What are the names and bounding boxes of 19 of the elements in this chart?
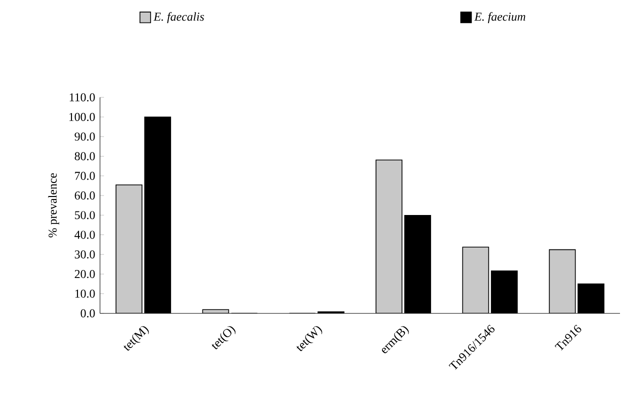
y-tick-label: 80.0 — [74, 152, 95, 160]
legend-label: E. faecium — [474, 12, 526, 24]
y-tick-label: 50.0 — [74, 210, 95, 220]
y-tick-label: 30.0 — [74, 250, 95, 258]
bar — [376, 159, 402, 314]
y-tick-label: 100.0 — [69, 112, 95, 121]
bar — [116, 184, 142, 314]
y-tick-label: 40.0 — [74, 230, 95, 239]
y-tick-label: 20.0 — [74, 270, 95, 278]
bar — [548, 249, 576, 314]
y-tick-label: 10.0 — [75, 289, 95, 298]
legend-label: E. faecalis — [154, 12, 204, 24]
y-tick-label: 0.0 — [80, 309, 95, 318]
y-axis-title: % prevalence — [48, 173, 60, 238]
y-tick-label: 110.0 — [70, 93, 95, 102]
y-tick-label: 70.0 — [75, 172, 95, 180]
y-tick-label: 60.0 — [74, 191, 95, 200]
bar — [462, 246, 490, 314]
y-tick-label: 90.0 — [74, 132, 95, 141]
